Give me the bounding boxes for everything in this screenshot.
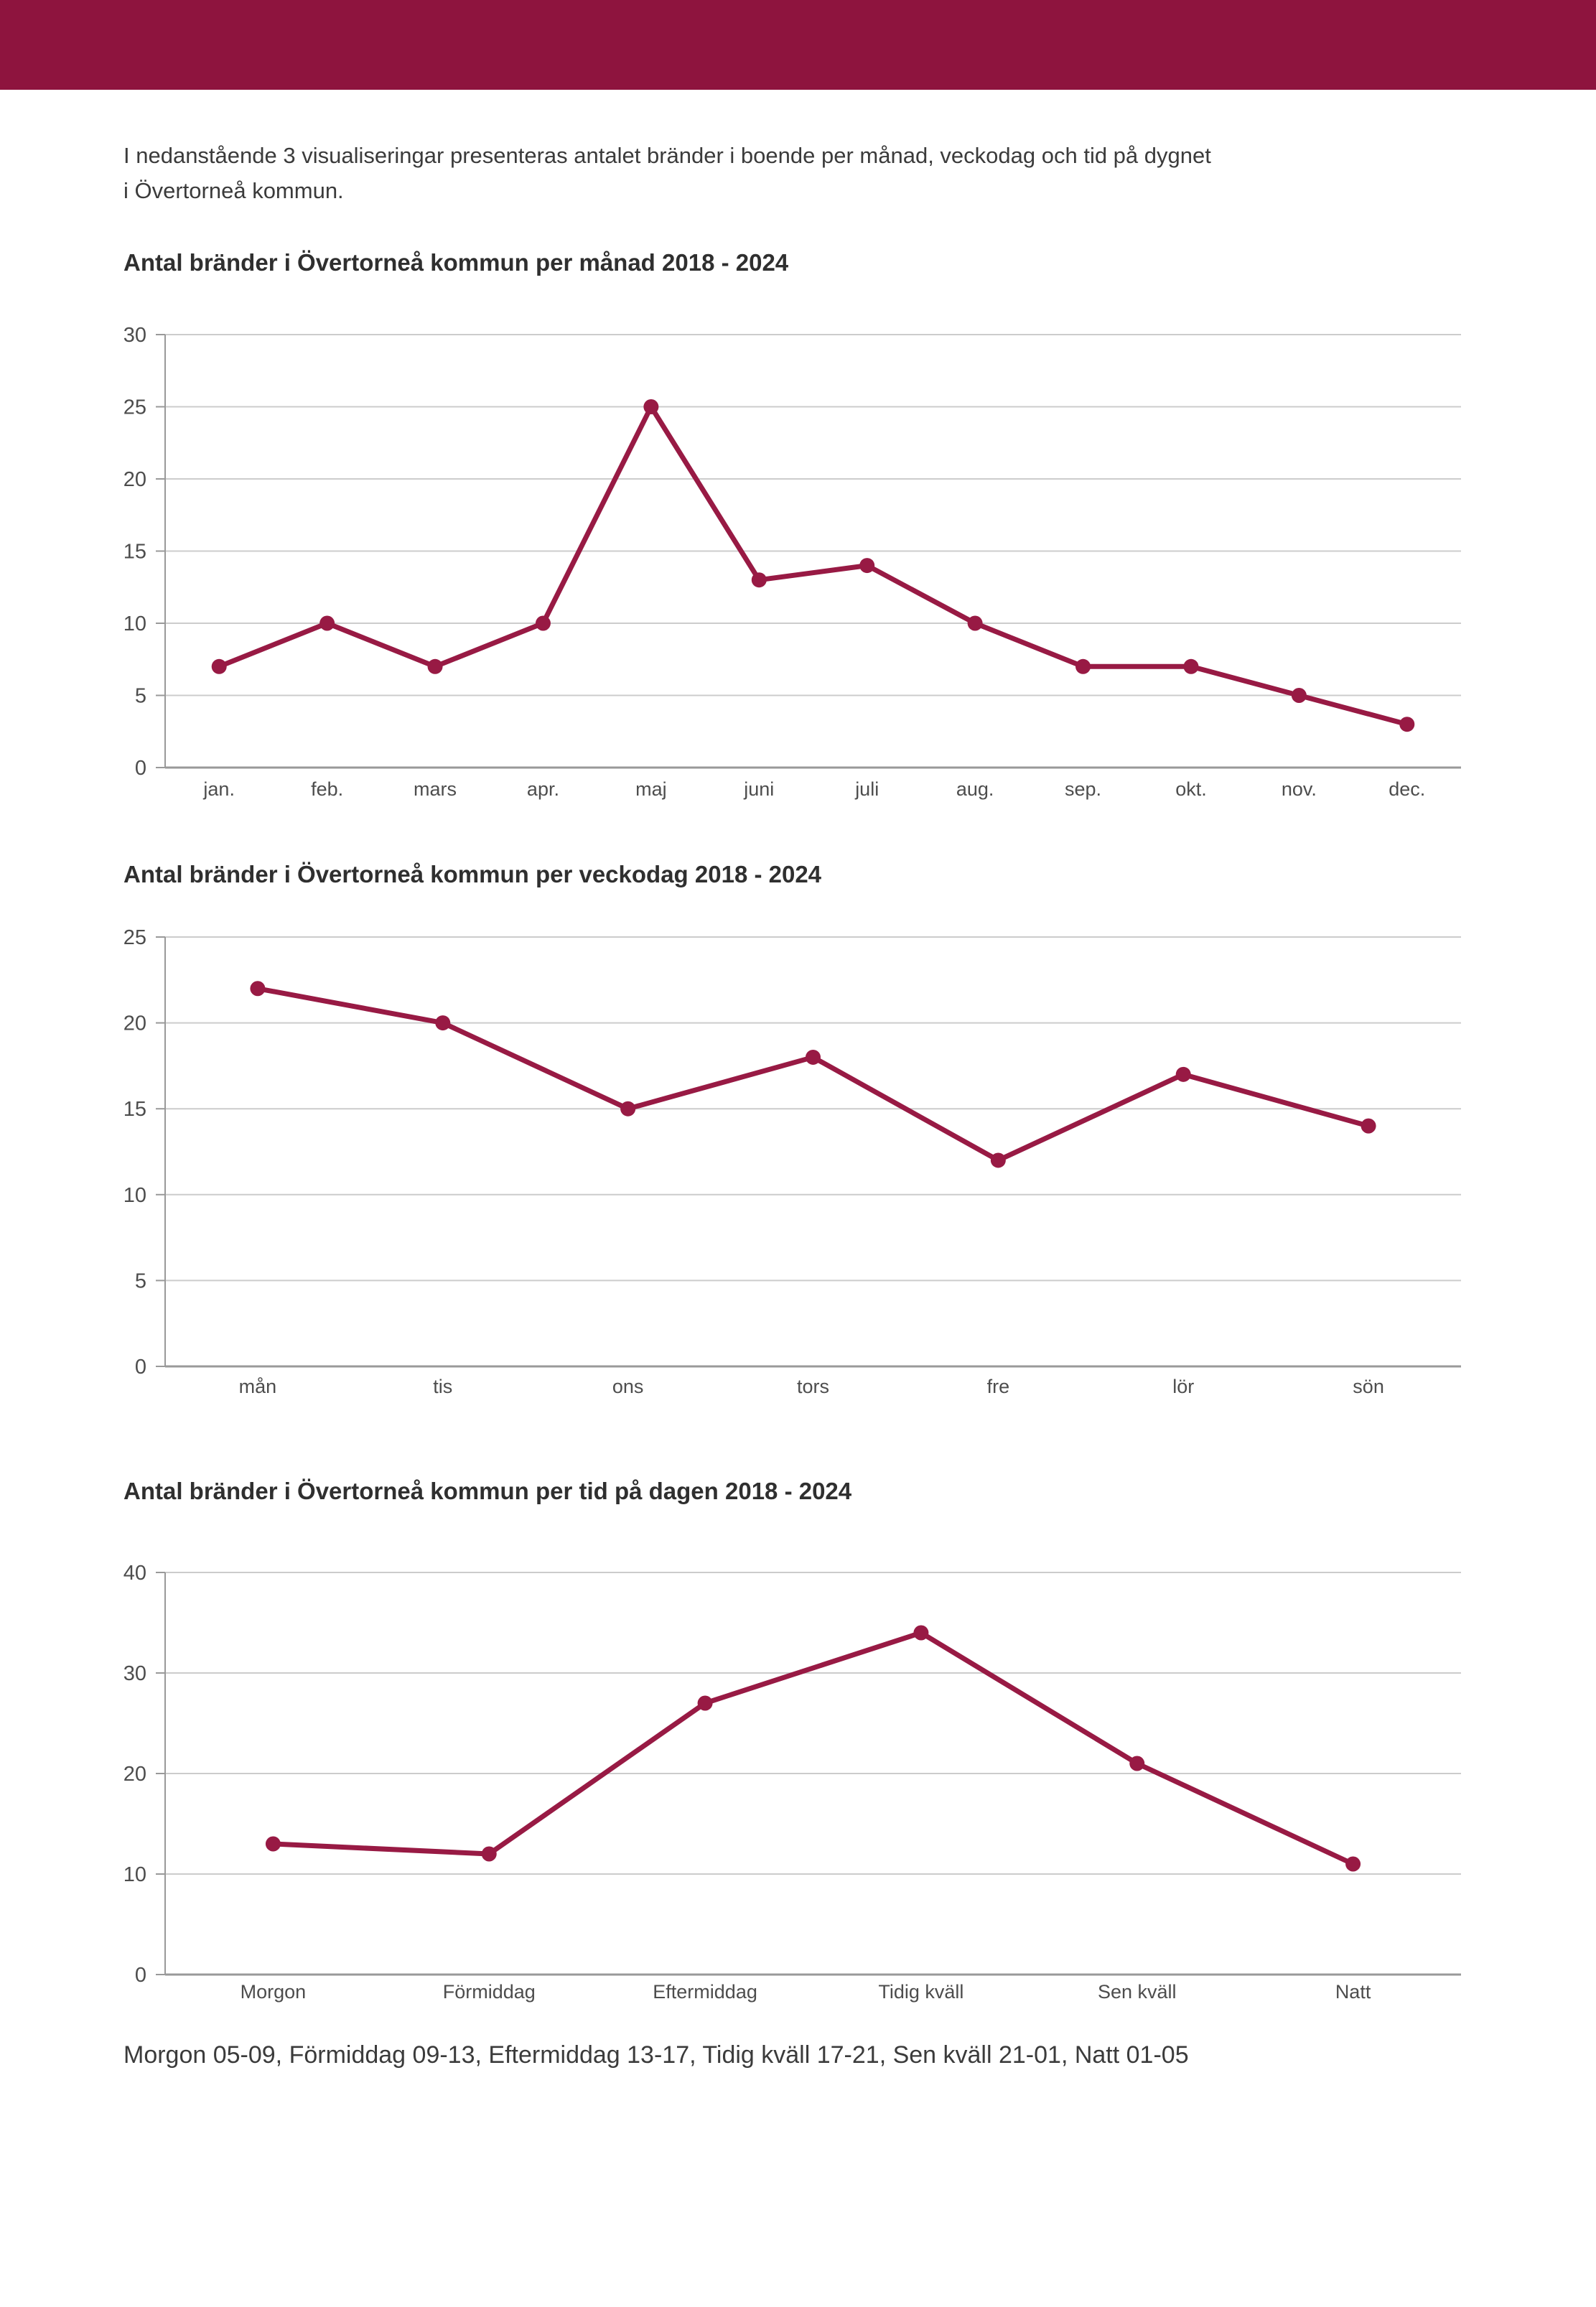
intro-line-2: i Övertorneå kommun. <box>123 178 344 203</box>
x-tick-label: tis <box>433 1376 452 1397</box>
y-tick-label: 30 <box>123 1662 146 1685</box>
x-tick-label: juli <box>854 778 879 800</box>
x-tick-label: Eftermiddag <box>653 1981 757 2003</box>
data-line <box>216 404 1410 727</box>
data-point <box>481 1846 497 1862</box>
data-point <box>806 1049 821 1065</box>
data-point <box>1399 717 1415 732</box>
y-tick-label: 0 <box>135 1964 146 1987</box>
data-point <box>1129 1756 1145 1771</box>
data-point <box>265 1836 281 1852</box>
data-line <box>270 1630 1356 1867</box>
y-tick-label: 10 <box>123 612 146 635</box>
data-point <box>427 658 443 674</box>
chart-per-weekday: 0 5 10 15 20 25 mån tis ons tors fre lör sön <box>115 912 1596 1429</box>
data-point <box>697 1695 713 1711</box>
x-tick-label: maj <box>635 778 667 800</box>
chart-per-weekday-svg: 0 5 10 15 20 25 mån tis ons tors fre lör sön <box>123 926 1461 1397</box>
x-tick-label: sep. <box>1065 778 1101 800</box>
y-tick-label: 0 <box>135 1356 146 1379</box>
y-tick-label: 20 <box>123 1012 146 1035</box>
x-tick-label: nov. <box>1282 778 1317 800</box>
data-line <box>255 986 1371 1163</box>
y-tick-label: 25 <box>123 926 146 949</box>
chart-per-time-of-day-svg: 0 10 20 30 40 Morgon Förmiddag Eftermiddag Tidig… <box>123 1562 1461 2003</box>
y-tick-label: 30 <box>123 324 146 347</box>
x-tick-label: fre <box>987 1376 1010 1397</box>
x-tick-label: dec. <box>1389 778 1425 800</box>
x-tick-label: Natt <box>1335 1981 1371 2003</box>
data-point <box>1175 1066 1191 1082</box>
data-point <box>990 1152 1006 1168</box>
x-tick-label: juni <box>743 778 774 800</box>
data-point <box>1075 658 1091 674</box>
chart-per-month-svg: 0 5 10 15 20 25 30 jan. feb. mars apr. maj juni juli a… <box>123 324 1461 800</box>
x-tick-label: Sen kväll <box>1098 1981 1177 2003</box>
chart-title-per-weekday: Antal bränder i Övertorneå kommun per ve… <box>123 861 822 887</box>
y-tick-label: 20 <box>123 468 146 491</box>
x-tick-label: Tidig kväll <box>878 1981 963 2003</box>
data-point <box>1345 1856 1361 1872</box>
x-tick-label: tors <box>797 1376 829 1397</box>
y-tick-label: 15 <box>123 541 146 564</box>
data-point <box>967 615 983 631</box>
header-bar <box>0 0 1596 90</box>
chart-title-per-month: Antal bränder i Övertorneå kommun per må… <box>123 249 789 276</box>
data-point <box>643 399 659 414</box>
data-point <box>1361 1118 1376 1134</box>
x-tick-label: okt. <box>1175 778 1207 800</box>
y-tick-label: 0 <box>135 757 146 780</box>
y-tick-label: 10 <box>123 1184 146 1207</box>
x-tick-label: ons <box>612 1376 644 1397</box>
y-tick-label: 25 <box>123 396 146 419</box>
x-tick-label: Förmiddag <box>443 1981 536 2003</box>
y-tick-label: 15 <box>123 1098 146 1121</box>
chart-title-per-time-of-day: Antal bränder i Övertorneå kommun per ti… <box>123 1478 852 1504</box>
data-point <box>319 615 335 631</box>
data-point <box>859 558 875 574</box>
intro-line-1: I nedanstående 3 visualiseringar present… <box>123 143 1211 168</box>
x-tick-label: aug. <box>956 778 994 800</box>
data-point <box>435 1015 451 1031</box>
data-point <box>211 658 227 674</box>
y-tick-label: 40 <box>123 1562 146 1585</box>
x-tick-label: sön <box>1353 1376 1384 1397</box>
time-ranges-note: Morgon 05-09, Förmiddag 09-13, Eftermidd… <box>123 2041 1189 2069</box>
data-point <box>620 1101 636 1117</box>
data-point <box>1291 688 1307 703</box>
y-tick-label: 20 <box>123 1763 146 1786</box>
intro-text: I nedanstående 3 visualiseringar present… <box>123 138 1459 208</box>
chart-per-time-of-day: 0 10 20 30 40 Morgon Förmiddag Eftermiddag Tidig… <box>115 1551 1596 2018</box>
x-tick-label: mån <box>239 1376 277 1397</box>
y-tick-label: 10 <box>123 1863 146 1886</box>
x-tick-label: jan. <box>202 778 235 800</box>
data-point <box>1183 658 1199 674</box>
x-tick-label: lör <box>1172 1376 1194 1397</box>
data-point <box>751 572 767 588</box>
x-tick-label: feb. <box>311 778 343 800</box>
data-point <box>535 615 551 631</box>
y-tick-label: 5 <box>135 685 146 708</box>
x-tick-label: Morgon <box>241 1981 307 2003</box>
y-tick-label: 5 <box>135 1269 146 1292</box>
chart-per-month: 0 5 10 15 20 25 30 jan. feb. mars apr. maj juni juli a… <box>115 316 1596 811</box>
x-tick-label: apr. <box>527 778 559 800</box>
data-point <box>250 981 266 997</box>
data-point <box>913 1625 929 1641</box>
x-tick-label: mars <box>414 778 457 800</box>
